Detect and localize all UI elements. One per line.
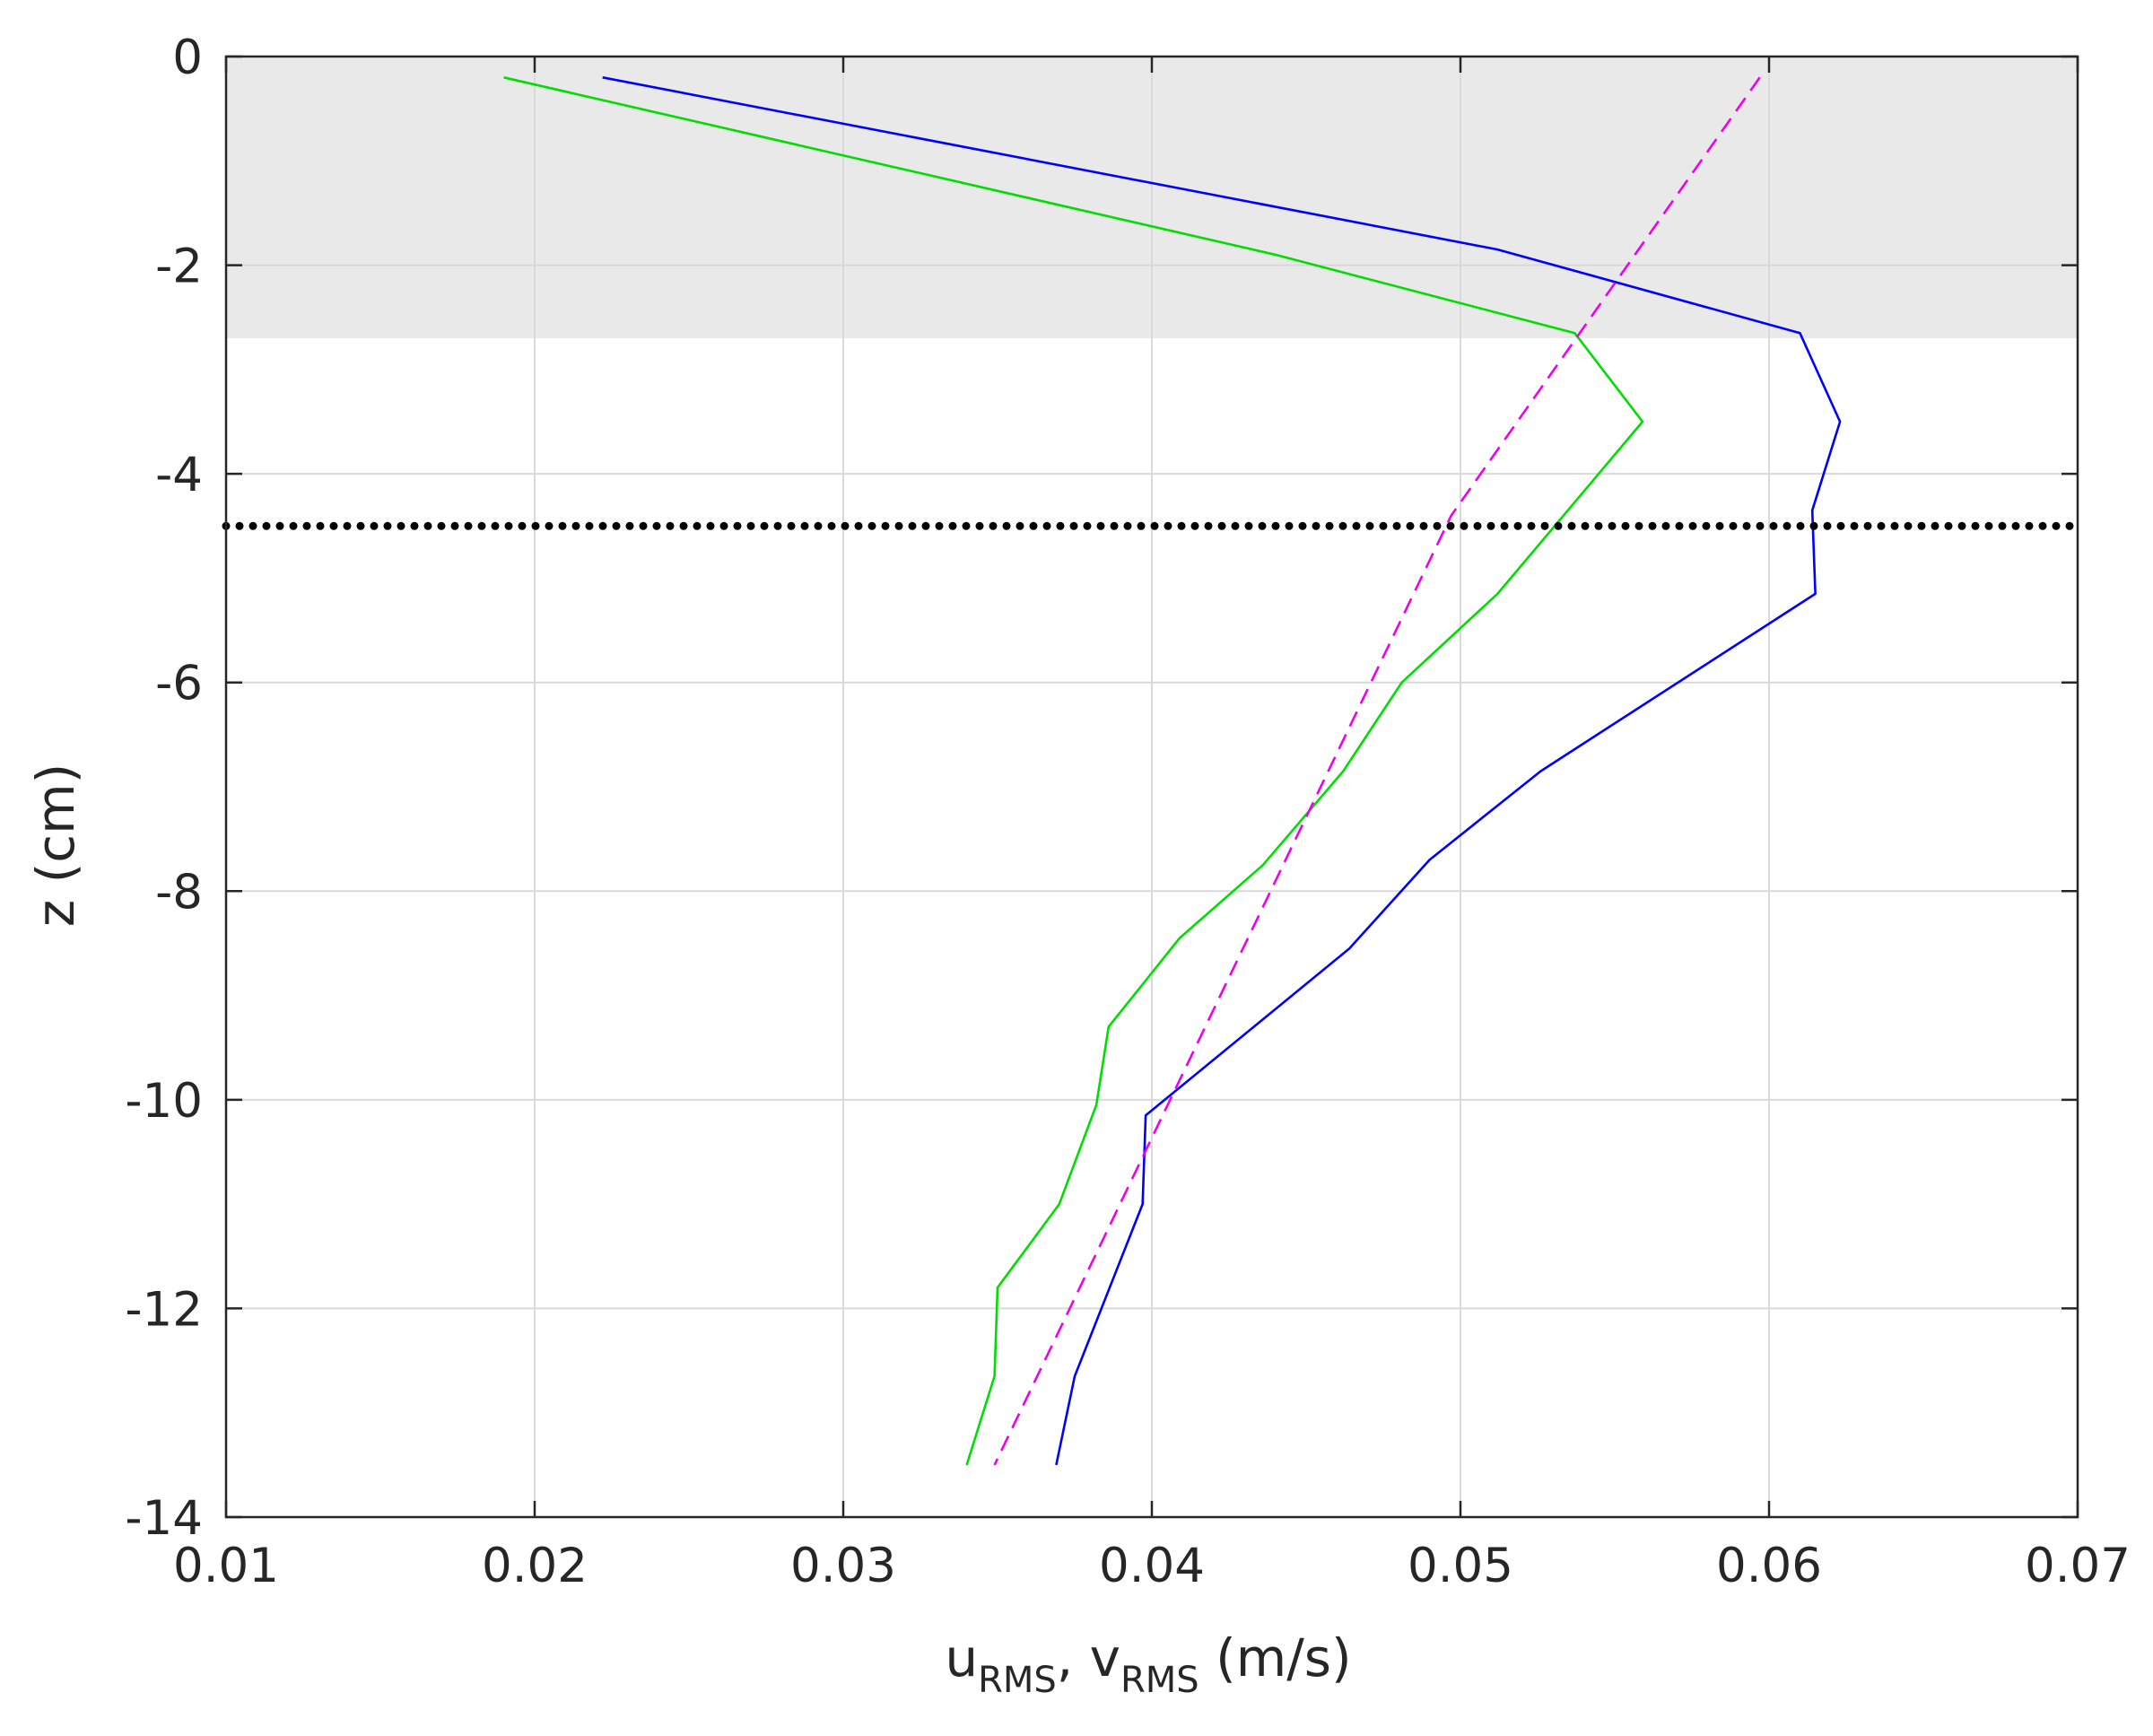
y-tick-label-7: -14 (125, 1491, 203, 1546)
x-tick-label-6: 0.07 (2025, 1539, 2131, 1593)
series-layer (503, 76, 1842, 1466)
y-tick-label-0: 0 (172, 31, 203, 85)
x-tick-label-5: 0.06 (1716, 1539, 1822, 1593)
x-tick-labels: 0.01 0.02 0.03 0.04 0.05 0.06 0.07 (173, 1539, 2131, 1593)
y-tick-label-6: -12 (125, 1282, 203, 1337)
x-tick-label-0: 0.01 (173, 1539, 279, 1593)
y-axis-title: z (cm) (25, 763, 86, 928)
y-tick-label-5: -10 (125, 1074, 203, 1129)
x-axis-title: uRMS, vRMS (m/s) (945, 1627, 1351, 1701)
x-tick-label-1: 0.02 (482, 1539, 588, 1593)
x-axis-title-unit: (m/s) (1199, 1627, 1352, 1688)
axes-layer (224, 55, 2079, 1519)
series-line-2 (503, 76, 1644, 1466)
x-axis-title-separator: , (1057, 1627, 1090, 1688)
x-axis-title-v: v (1090, 1627, 1120, 1688)
series-line-1 (602, 76, 1842, 1466)
x-tick-label-4: 0.05 (1408, 1539, 1513, 1593)
y-tick-label-2: -4 (155, 448, 203, 502)
grid-layer (226, 57, 2078, 1517)
x-tick-label-3: 0.04 (1099, 1539, 1205, 1593)
x-axis-title-v-subscript: RMS (1120, 1660, 1199, 1701)
x-axis-title-u: u (945, 1627, 978, 1688)
y-tick-labels: 0 -2 -4 -6 -8 -10 -12 -14 (125, 31, 203, 1546)
y-tick-label-4: -8 (155, 865, 203, 920)
series-line-3 (993, 76, 1761, 1466)
y-tick-label-3: -6 (155, 657, 203, 711)
x-tick-label-2: 0.03 (790, 1539, 896, 1593)
x-axis-title-u-subscript: RMS (978, 1660, 1057, 1701)
y-tick-label-1: -2 (155, 240, 203, 294)
